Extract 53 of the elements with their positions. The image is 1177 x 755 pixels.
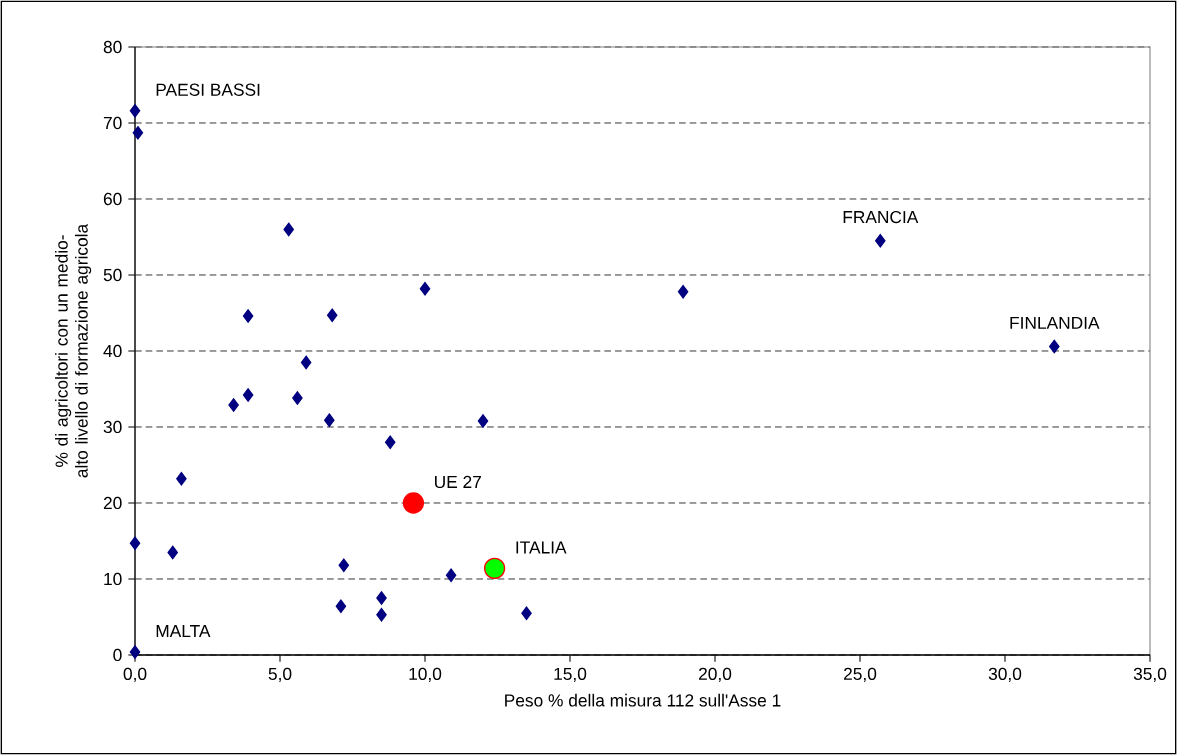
point (677, 284, 689, 299)
point (483, 557, 506, 580)
point (242, 309, 254, 323)
point (1049, 339, 1060, 354)
x-tick-label: 15,0 (554, 667, 587, 683)
point (129, 104, 141, 118)
point (283, 222, 294, 237)
point (402, 492, 425, 514)
point (228, 398, 239, 412)
point (445, 568, 457, 582)
point (129, 536, 141, 551)
y-tick-label: 50 (103, 268, 122, 282)
annotation: MALTA (156, 625, 211, 638)
point (300, 355, 312, 370)
point (176, 471, 187, 486)
point (326, 308, 338, 323)
x-tick-label: 0,0 (123, 667, 147, 683)
y-tick-label: 30 (103, 420, 122, 434)
point (335, 599, 347, 614)
annotation: PAESI BASSI (156, 83, 260, 96)
x-tick-label: 25,0 (844, 667, 877, 683)
point (875, 233, 886, 248)
point (338, 558, 350, 573)
y-tick-label: 60 (103, 192, 122, 206)
x-tick-label: 20,0 (699, 667, 732, 683)
x-tick-label: 35,0 (1133, 667, 1167, 683)
annotation: FINLANDIA (1010, 316, 1100, 329)
y-tick-label: 80 (103, 40, 122, 54)
y-tick-label: 0 (113, 648, 122, 662)
point (242, 388, 254, 402)
point (324, 413, 335, 427)
point (132, 126, 144, 140)
point (376, 591, 387, 605)
annotation: FRANCIA (843, 210, 919, 224)
point (521, 606, 532, 620)
y-axis-title: % di agricoltori con un medio-alto livello di formazione agricola (55, 223, 92, 478)
point (376, 607, 387, 622)
annotation: ITALIA (516, 541, 567, 554)
y-tick-label: 20 (103, 496, 122, 510)
x-tick-label: 5,0 (268, 667, 292, 683)
point (129, 645, 141, 659)
point (384, 435, 396, 449)
y-tick-label: 70 (103, 116, 122, 130)
x-tick-label: 30,0 (988, 667, 1022, 683)
annotation: UE 27 (435, 475, 481, 489)
point (292, 391, 303, 405)
y-tick-label: 40 (103, 344, 122, 358)
point (477, 414, 489, 428)
point (419, 281, 431, 296)
y-tick-label: 10 (104, 572, 122, 586)
point (167, 545, 178, 560)
x-axis-title: Peso % della misura 112 sull'Asse 1 (505, 693, 781, 707)
x-tick-label: 10,0 (409, 667, 442, 683)
